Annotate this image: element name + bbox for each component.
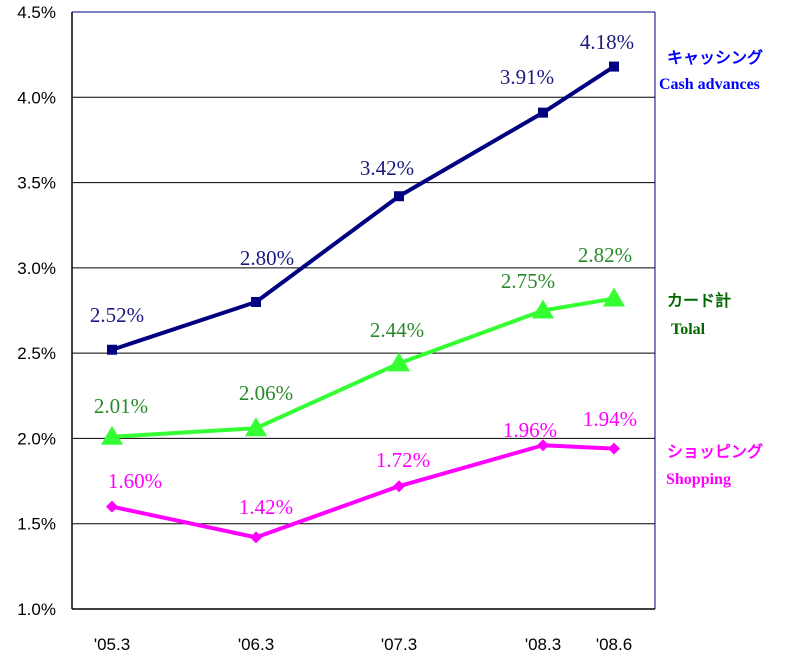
data-label: 4.18% <box>580 30 634 54</box>
data-point-diamond <box>393 480 405 493</box>
data-point-triangle <box>245 417 267 437</box>
x-tick-label: '07.3 <box>381 635 417 654</box>
data-point-square <box>251 296 261 307</box>
data-label: 3.42% <box>360 156 414 180</box>
y-tick-label: 4.0% <box>17 88 56 107</box>
data-point-triangle <box>101 425 123 445</box>
y-tick-label: 1.0% <box>17 600 56 619</box>
data-label: 2.82% <box>578 243 632 267</box>
data-label: 1.72% <box>376 448 430 472</box>
y-tick-label: 4.5% <box>17 3 56 22</box>
data-labels: 2.52% 2.80% 3.42% 3.91% 4.18% 2.01% 2.06% 2.44%… <box>90 30 637 519</box>
data-label: 2.06% <box>239 381 293 405</box>
data-label: 2.80% <box>240 246 294 270</box>
data-point-square <box>538 107 548 118</box>
data-point-square <box>609 61 619 72</box>
data-point-square <box>107 344 117 355</box>
data-label: 2.01% <box>94 394 148 418</box>
data-label: 2.44% <box>370 318 424 342</box>
x-tick-label: '08.6 <box>596 635 632 654</box>
y-tick-label: 3.5% <box>17 174 56 193</box>
data-point-triangle <box>532 299 554 319</box>
axes <box>71 11 656 610</box>
legend-label-en: Shopping <box>666 471 731 488</box>
legend-label: キャッシング <box>667 48 763 67</box>
y-tick-label: 2.5% <box>17 344 56 363</box>
gridlines <box>72 96 655 525</box>
data-label: 2.75% <box>501 269 555 293</box>
legend-label-en: Cash advances <box>659 76 760 93</box>
y-tick-label: 3.0% <box>17 259 56 278</box>
legend-label: ショッピング <box>667 442 763 461</box>
series <box>101 61 625 544</box>
data-label: 1.94% <box>583 407 637 431</box>
data-point-triangle <box>388 352 410 372</box>
data-point-diamond <box>537 439 549 452</box>
legend-label: カード計 <box>667 291 731 310</box>
data-label: 3.91% <box>500 65 554 89</box>
x-tick-label: '05.3 <box>94 635 130 654</box>
series-line <box>110 296 616 439</box>
tick-labels: 1.0% 1.5% 2.0% 2.5% 3.0% 3.5% 4.0% 4.5% '05.3 '06… <box>17 3 632 654</box>
legend-label-en: Tolal <box>671 321 706 338</box>
data-label: 1.96% <box>503 418 557 442</box>
y-tick-label: 1.5% <box>17 515 56 534</box>
data-point-square <box>394 191 404 202</box>
data-point-triangle <box>603 287 625 307</box>
data-point-diamond <box>250 531 262 544</box>
data-label: 1.60% <box>108 469 162 493</box>
x-tick-label: '06.3 <box>238 635 274 654</box>
data-point-diamond <box>106 500 118 513</box>
legend: キャッシング Cash advances カード計 Tolal ショッピング Shoppi… <box>659 48 763 488</box>
y-tick-label: 2.0% <box>17 429 56 448</box>
data-label: 1.42% <box>239 495 293 519</box>
x-tick-label: '08.3 <box>525 635 561 654</box>
data-point-diamond <box>608 442 620 455</box>
data-label: 2.52% <box>90 303 144 327</box>
